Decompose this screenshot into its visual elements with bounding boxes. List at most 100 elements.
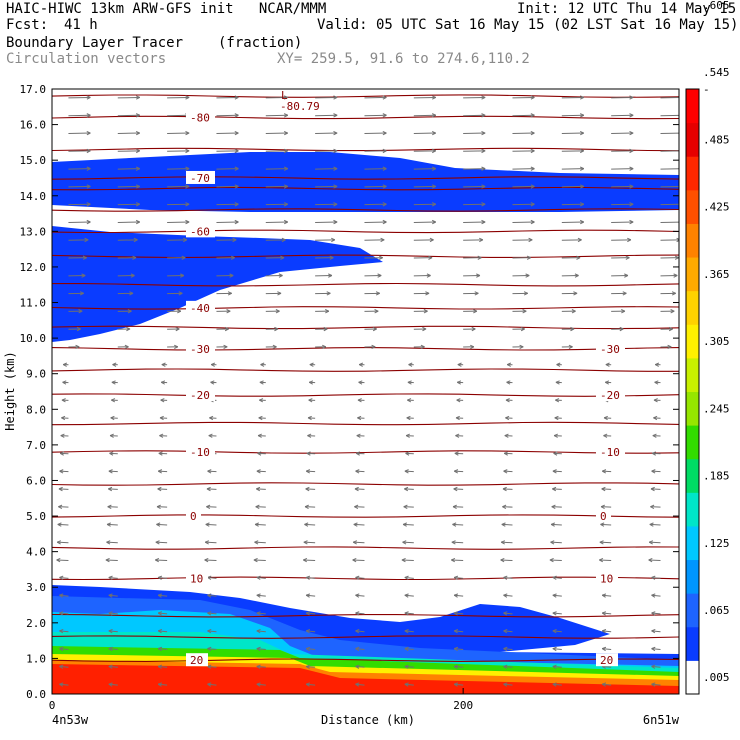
circulation-vector xyxy=(117,202,141,207)
circulation-vector xyxy=(512,202,535,207)
circulation-vector xyxy=(207,629,217,634)
circulation-vector xyxy=(404,646,414,652)
circulation-vector xyxy=(68,184,91,189)
contour-label-bg xyxy=(186,341,215,355)
circulation-vector xyxy=(463,202,486,207)
circulation-vector xyxy=(408,362,414,367)
colorbar-swatch xyxy=(686,626,699,661)
fcst-label: Fcst: xyxy=(6,17,49,33)
y-tick-label: 8.0 xyxy=(26,403,46,416)
circulation-vector xyxy=(413,255,433,260)
circulation-vector xyxy=(407,398,414,403)
circulation-vector xyxy=(364,113,387,118)
colorbar-label: - xyxy=(703,83,710,96)
isotherm-line xyxy=(52,635,679,639)
colorbar-swatch xyxy=(686,357,699,392)
colorbar-label: .605 xyxy=(703,0,730,12)
circulation-vector xyxy=(206,504,217,509)
circulation-vector xyxy=(315,184,338,189)
circulation-vector xyxy=(413,130,437,136)
circulation-vector xyxy=(167,273,185,278)
circulation-vector xyxy=(404,664,414,669)
circulation-vector xyxy=(265,291,282,296)
circulation-vector xyxy=(167,130,190,136)
isotherm-line xyxy=(52,147,679,152)
circulation-vector xyxy=(611,166,634,171)
circulation-vector xyxy=(603,433,612,438)
circulation-vector xyxy=(463,291,479,296)
circulation-vector xyxy=(463,219,486,225)
colorbar-label: .545 xyxy=(703,66,730,79)
contour-label: 10 xyxy=(190,572,203,585)
circulation-vector xyxy=(503,682,513,687)
circulation-vector xyxy=(265,113,289,118)
circulation-vector xyxy=(307,415,316,421)
circulation-vector xyxy=(305,629,316,634)
circulation-vector xyxy=(111,398,118,403)
circulation-vector xyxy=(405,433,414,438)
contour-label-bg xyxy=(596,388,625,402)
circulation-vector xyxy=(167,219,190,225)
circulation-vector xyxy=(315,309,330,314)
circulation-vector xyxy=(552,629,562,634)
isotherm-line xyxy=(52,368,679,372)
circulation-vector xyxy=(265,344,277,350)
isotherm-line xyxy=(52,576,679,581)
circulation-vector xyxy=(159,415,168,421)
circulation-vector xyxy=(611,273,629,278)
circulation-vector xyxy=(611,148,634,154)
circulation-vector xyxy=(109,451,118,456)
circulation-vector xyxy=(68,202,91,207)
circulation-vector xyxy=(265,130,289,136)
circulation-vector xyxy=(117,113,141,118)
circulation-vector xyxy=(456,398,464,403)
circulation-vector xyxy=(601,629,612,634)
isotherm-line xyxy=(52,94,679,98)
circulation-vector xyxy=(352,540,365,545)
circulation-vector xyxy=(650,504,661,509)
circulation-vector xyxy=(561,219,585,225)
colorbar-swatch xyxy=(686,425,699,460)
colorbar-swatch xyxy=(686,257,699,292)
circulation-vector xyxy=(315,148,338,154)
circulation-vector xyxy=(611,130,634,136)
circulation-vector xyxy=(207,469,217,474)
circulation-vector xyxy=(167,291,183,296)
isotherm-line xyxy=(52,514,679,518)
circulation-vector xyxy=(404,682,414,687)
circulation-vector xyxy=(463,344,475,350)
circulation-vector xyxy=(651,575,661,580)
circulation-vector xyxy=(167,166,190,171)
endpoint-left-label: 4n53w xyxy=(52,713,89,727)
y-tick-label: 10.0 xyxy=(20,332,47,345)
y-tick-label: 2.0 xyxy=(26,617,46,630)
contour-label: 10 xyxy=(600,572,613,585)
endpoint-right-label: 6n51w xyxy=(643,713,680,727)
circulation-vector xyxy=(60,433,69,438)
circulation-vector xyxy=(167,309,182,314)
circulation-vector xyxy=(315,113,338,118)
colorbar-swatch xyxy=(686,525,699,561)
isotherm-line xyxy=(52,208,679,212)
circulation-vector xyxy=(500,557,513,563)
circulation-vector xyxy=(660,273,678,278)
circulation-vector xyxy=(108,575,118,580)
circulation-vector xyxy=(304,522,316,527)
circulation-vector xyxy=(463,113,486,118)
circulation-vector xyxy=(167,184,190,189)
circulation-vector xyxy=(552,593,562,598)
circulation-vector xyxy=(207,664,217,669)
circulation-vector xyxy=(315,326,328,332)
circulation-vector xyxy=(62,380,69,385)
circulation-vector xyxy=(106,540,118,545)
circulation-vector xyxy=(167,344,179,350)
circulation-vector xyxy=(402,540,414,545)
circulation-vector xyxy=(117,95,141,100)
circulation-vector xyxy=(265,219,289,225)
colorbar-swatch xyxy=(686,223,699,258)
circulation-vector xyxy=(413,344,425,350)
circulation-vector xyxy=(358,362,365,367)
circulation-vector xyxy=(552,664,562,669)
circulation-vector xyxy=(503,575,513,580)
circulation-vector xyxy=(216,113,239,118)
